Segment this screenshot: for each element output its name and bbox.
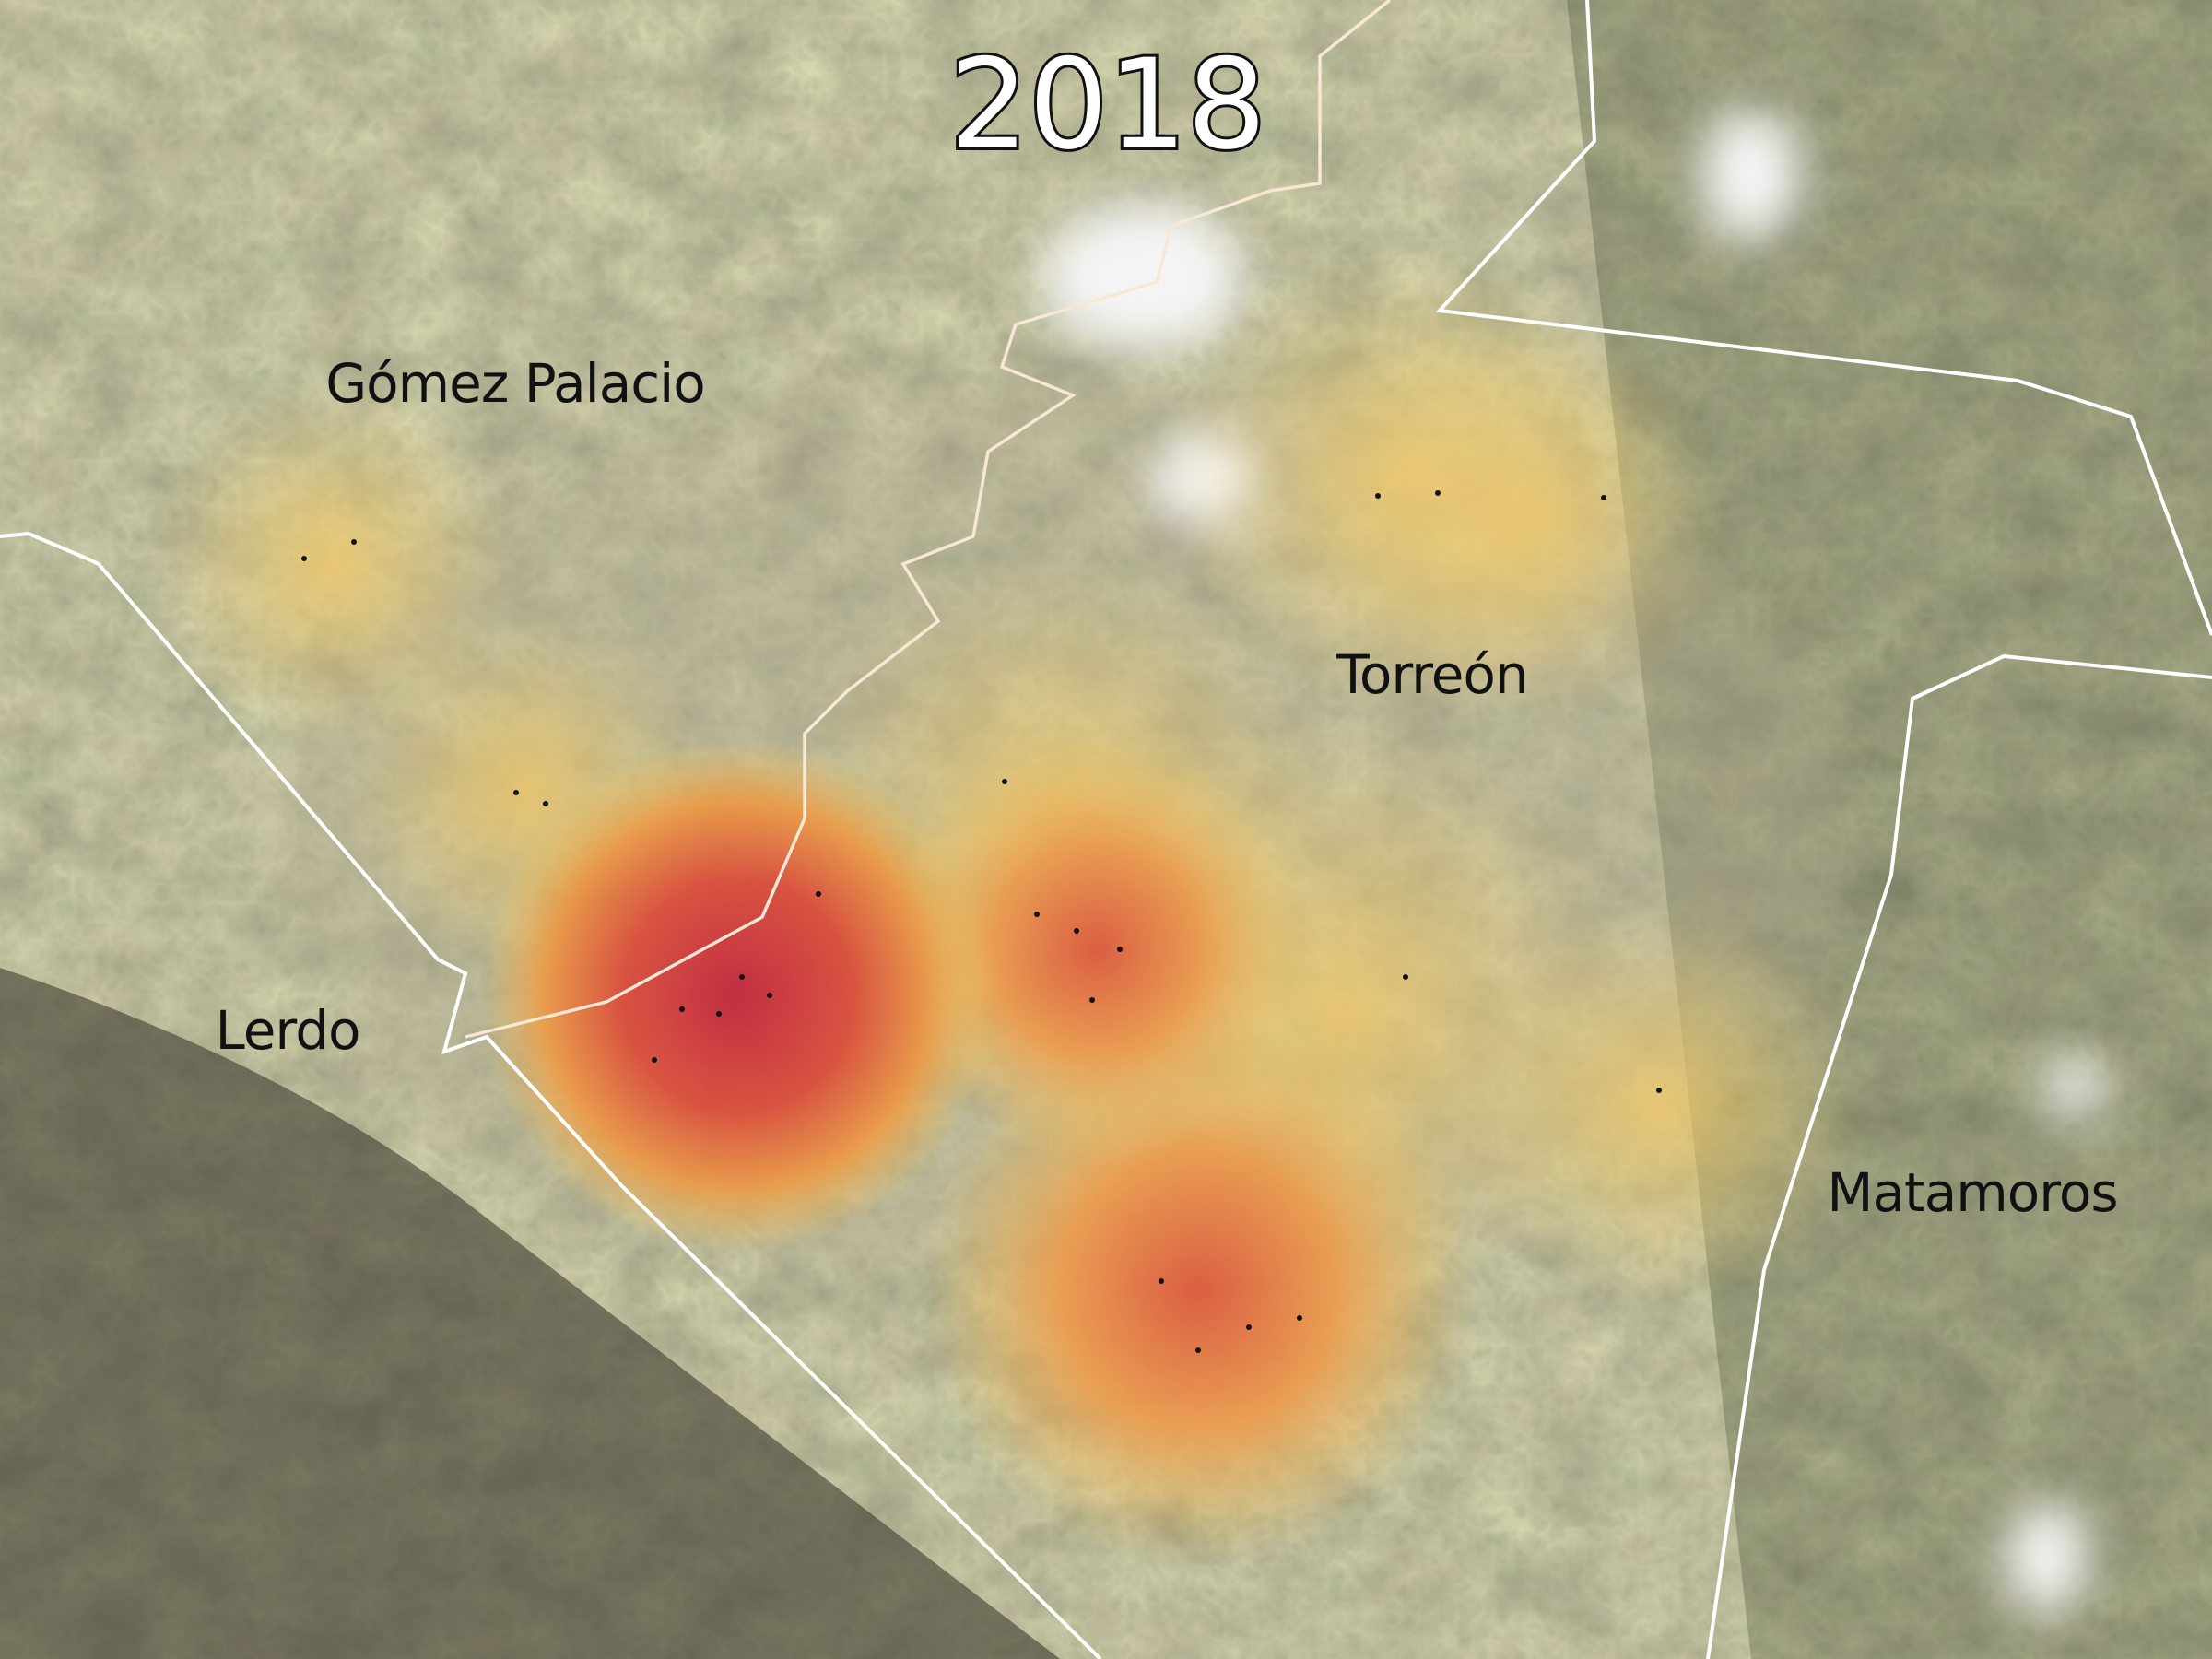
point [1656,1088,1662,1093]
point [1159,1278,1164,1284]
point [716,1011,722,1017]
place-label: Torreón [1335,643,1527,706]
point [1117,947,1123,952]
point [679,1006,685,1012]
point [1195,1347,1201,1353]
point [1435,490,1441,496]
point [543,801,548,806]
point [739,974,745,980]
point [1601,495,1606,500]
place-label: Matamoros [1827,1161,2117,1224]
border [1435,0,2212,636]
point [1034,912,1040,917]
border [1706,653,2212,1659]
incident-points [301,490,1662,1353]
point [513,790,519,795]
cloud [1700,111,1802,240]
heat-area [479,737,995,1253]
heatmap [147,240,1862,1567]
point [1297,1315,1302,1321]
point [1089,997,1095,1003]
point [351,539,357,545]
point [1403,974,1408,980]
point [1375,493,1381,499]
point [1246,1324,1252,1330]
place-label: Gómez Palacio [325,352,705,415]
point [816,891,821,897]
point [652,1057,657,1063]
border [0,531,1102,1659]
point [301,556,307,561]
point [1002,779,1007,784]
heat-area [1456,903,1862,1309]
cloud [2005,1502,2088,1613]
heat-area [1318,313,1724,719]
cloud [1041,203,1244,350]
heat-area [885,737,1309,1161]
map-title: 2018 [949,32,1266,177]
point [1074,928,1079,934]
river [465,0,1392,1039]
point [767,993,772,998]
cloud [2046,1055,2101,1120]
place-label: Lerdo [215,999,359,1062]
mountains [0,968,1060,1659]
